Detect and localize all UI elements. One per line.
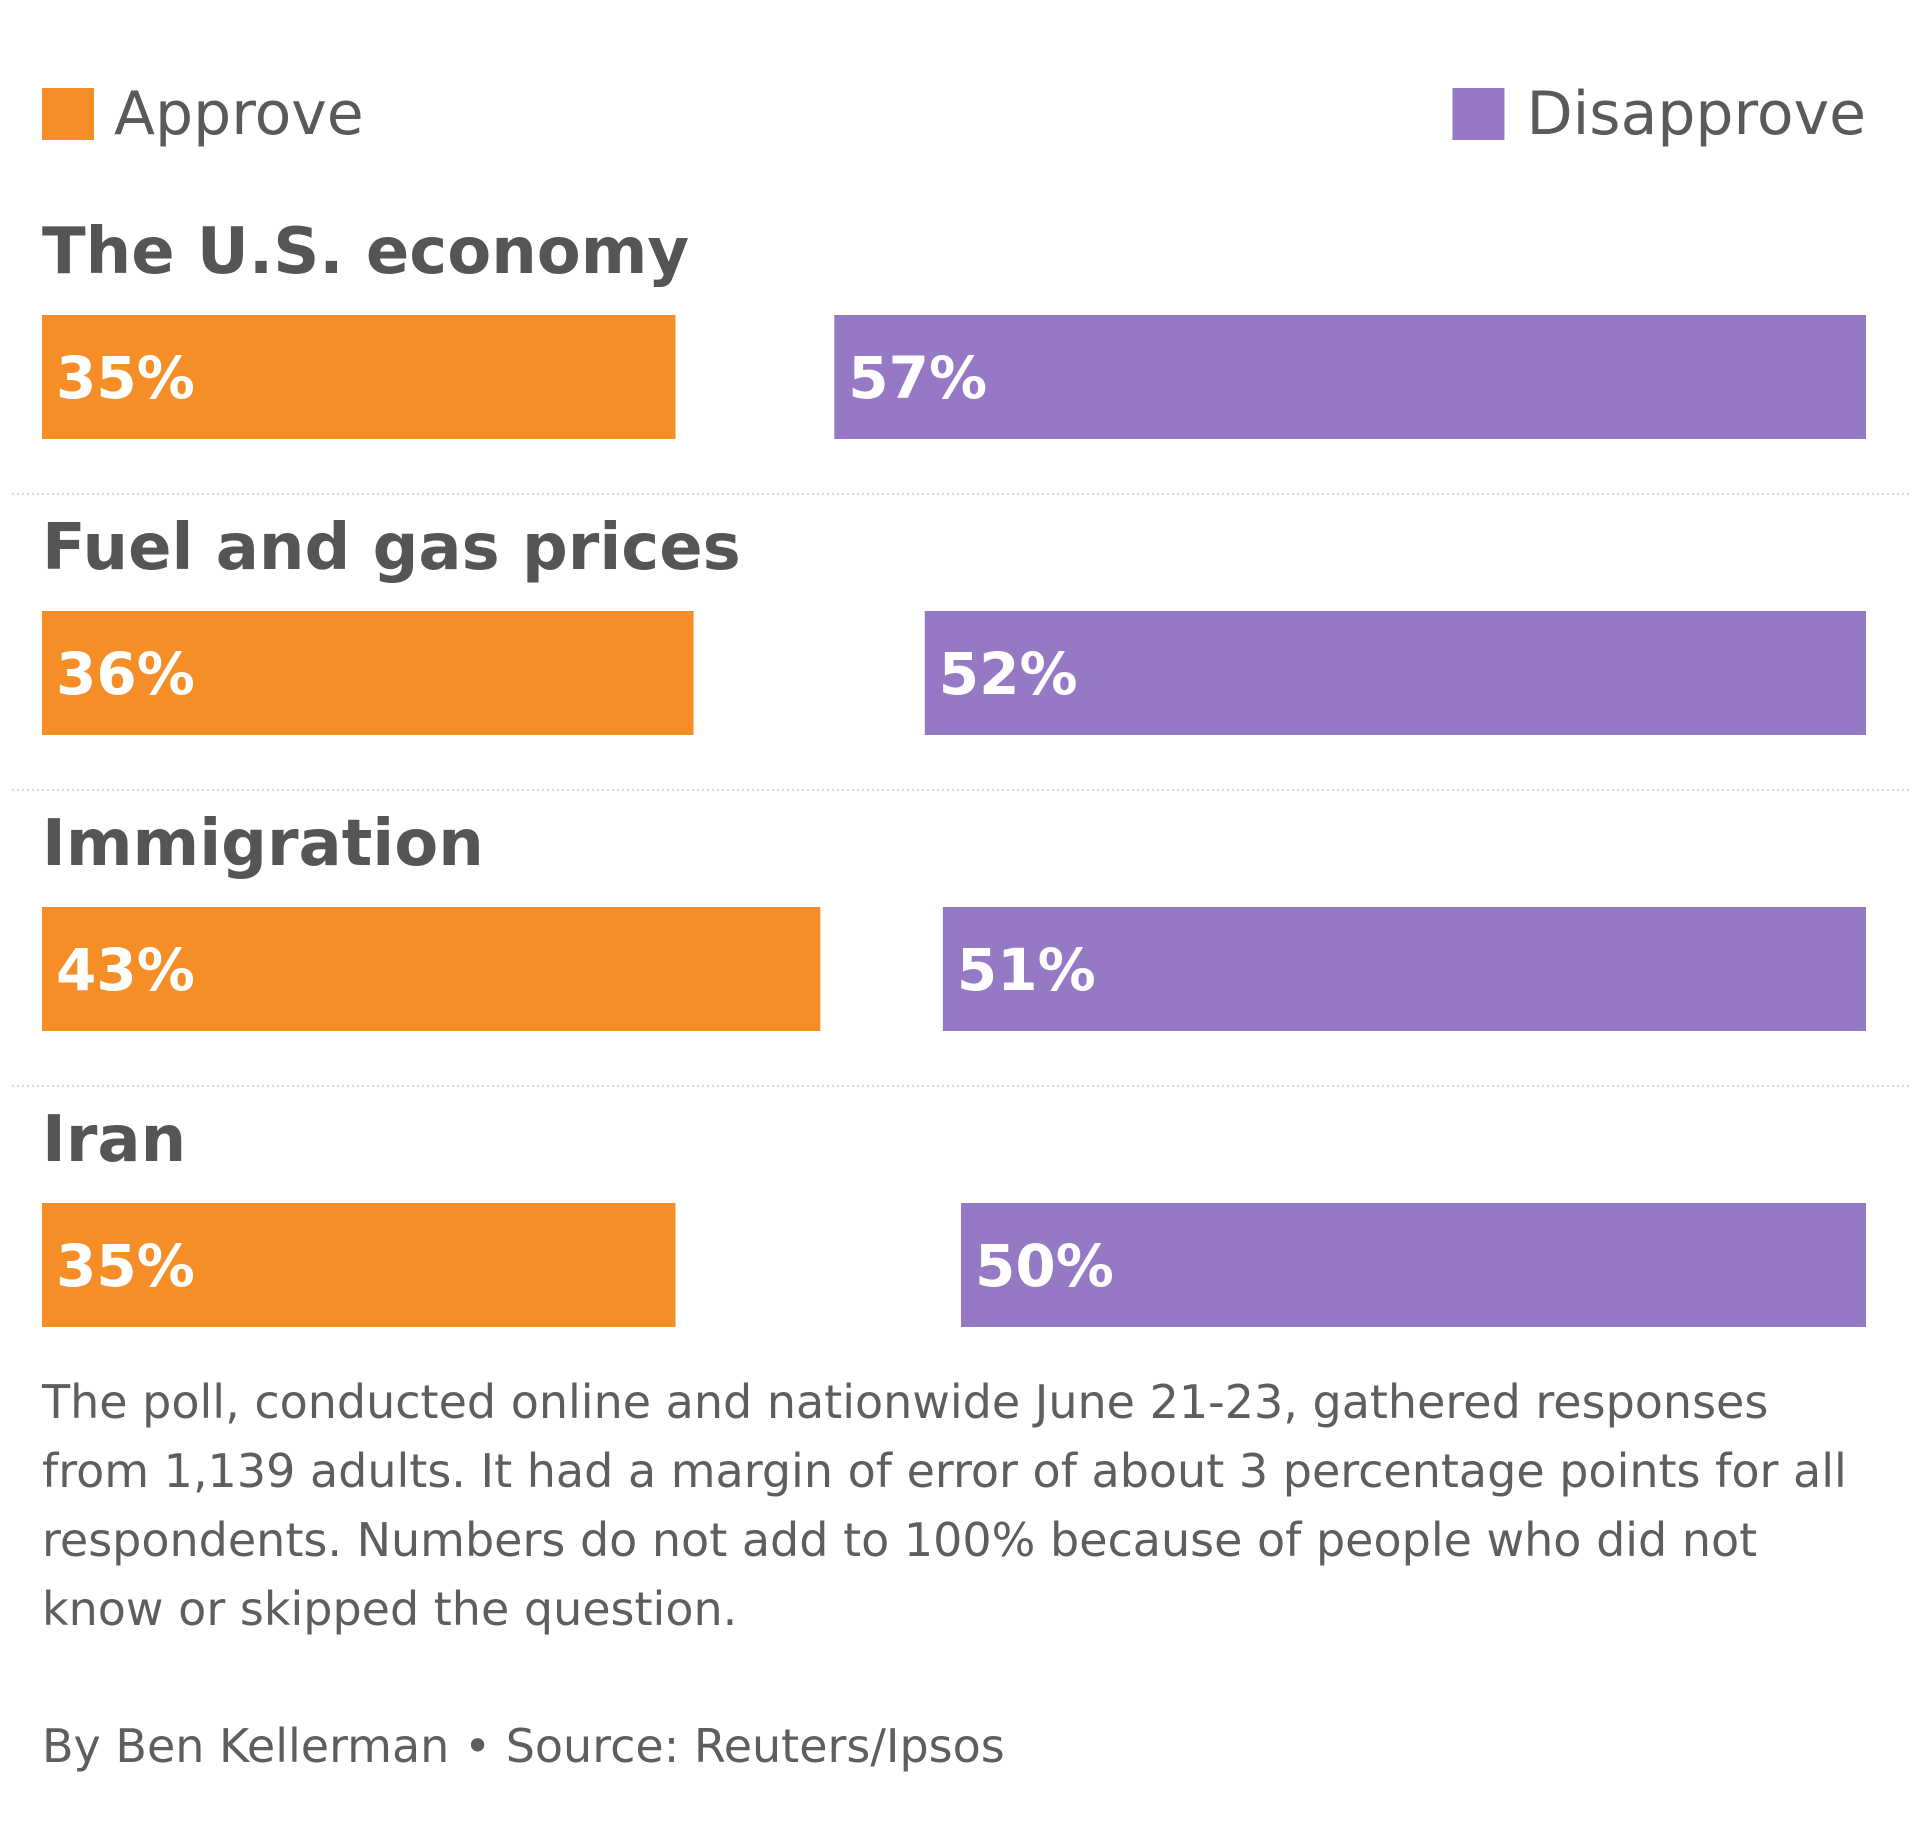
chart-footnote: The poll, conducted online and nationwid… [42, 1375, 1847, 1636]
chart-credit: By Ben Kellerman • Source: Reuters/Ipsos [42, 1719, 1005, 1773]
category-title: Fuel and gas prices [42, 511, 741, 585]
approve-bar [42, 907, 821, 1031]
approve-bar-label: 35% [56, 1232, 195, 1300]
legend-swatch-disapprove [1452, 88, 1505, 140]
legend-label-disapprove: Disapprove [1526, 79, 1866, 149]
category-title: Immigration [42, 807, 484, 881]
chart-row: Iran 35% 50% [42, 1103, 1866, 1327]
disapprove-bar-label: 50% [975, 1232, 1114, 1300]
chart-row: Immigration 43% 51% [12, 807, 1912, 1087]
approve-bar-label: 36% [56, 640, 195, 708]
category-title: The U.S. economy [42, 215, 689, 289]
approve-bar [42, 1203, 676, 1327]
approve-bar [42, 611, 694, 735]
disapprove-bar-label: 52% [939, 640, 1078, 708]
disapprove-bar [834, 315, 1866, 439]
disapprove-bar-label: 57% [848, 344, 987, 412]
chart-rows: The U.S. economy 35% 57% Fuel and gas price… [12, 215, 1912, 1327]
chart-legend: Approve Disapprove [42, 79, 1866, 149]
approve-bar-label: 43% [56, 936, 195, 1004]
legend-swatch-approve [42, 88, 94, 140]
chart-row: Fuel and gas prices 36% 52% [12, 511, 1912, 791]
legend-label-approve: Approve [114, 79, 364, 149]
disapprove-bar-label: 51% [957, 936, 1096, 1004]
disapprove-bar [924, 611, 1866, 735]
chart-row: The U.S. economy 35% 57% [12, 215, 1912, 495]
approve-bar [42, 315, 676, 439]
approve-bar-label: 35% [56, 344, 195, 412]
category-title: Iran [42, 1103, 186, 1177]
disapprove-bar [961, 1203, 1866, 1327]
disapprove-bar [942, 907, 1866, 1031]
